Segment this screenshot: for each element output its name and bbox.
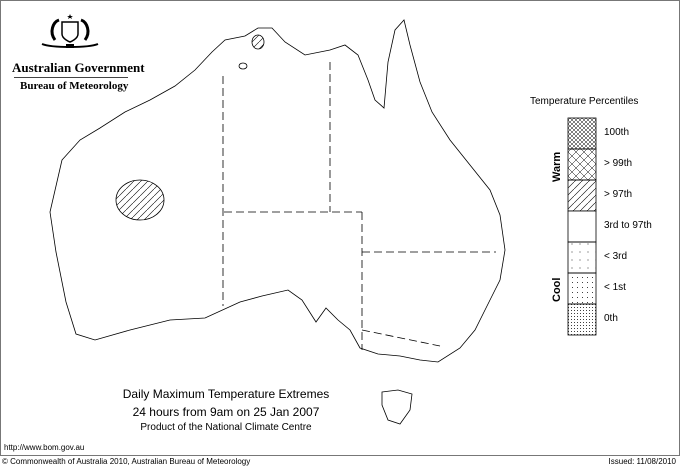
warm-area-nt-2 [238, 62, 248, 70]
legend-label: 0th [604, 313, 618, 324]
swatch-1st [567, 272, 597, 305]
swatch-0th [567, 303, 597, 336]
legend-label: > 99th [604, 158, 633, 169]
map-subtitle: 24 hours from 9am on 25 Jan 2007 [132, 405, 320, 419]
mainland-coastline [49, 19, 506, 363]
legend-cool-label: Cool [551, 277, 563, 302]
coat-of-arms-logo [41, 14, 99, 48]
australia-map [49, 19, 506, 425]
website-link[interactable]: http://www.bom.gov.au [4, 443, 85, 452]
legend-label: < 3rd [604, 251, 628, 262]
map-product: Product of the National Climate Centre [140, 422, 312, 433]
divider [14, 77, 128, 78]
state-borders [222, 62, 496, 350]
legend-warm-label: Warm [551, 151, 563, 182]
warm-area-wa [115, 179, 165, 221]
swatch-97th [567, 179, 597, 212]
legend-label: > 97th [604, 189, 633, 200]
legend-title: Temperature Percentiles [530, 96, 639, 107]
swatch-100th [567, 117, 597, 150]
bureau-name: Bureau of Meteorology [20, 80, 129, 92]
legend-swatches [567, 117, 597, 336]
swatch-3rd [567, 241, 597, 274]
copyright: © Commonwealth of Australia 2010, Austra… [2, 457, 251, 466]
swatch-99th [567, 148, 597, 181]
swatch-normal [567, 210, 597, 243]
legend-label: 100th [604, 127, 630, 138]
legend-label: < 1st [604, 282, 626, 293]
issued-date: Issued: 11/08/2010 [608, 457, 676, 466]
tasmania-coastline [381, 389, 413, 425]
warm-area-nt [251, 34, 265, 50]
gov-name: Australian Government [12, 60, 145, 75]
map-title: Daily Maximum Temperature Extremes [122, 387, 330, 401]
legend-label: 3rd to 97th [604, 220, 652, 231]
